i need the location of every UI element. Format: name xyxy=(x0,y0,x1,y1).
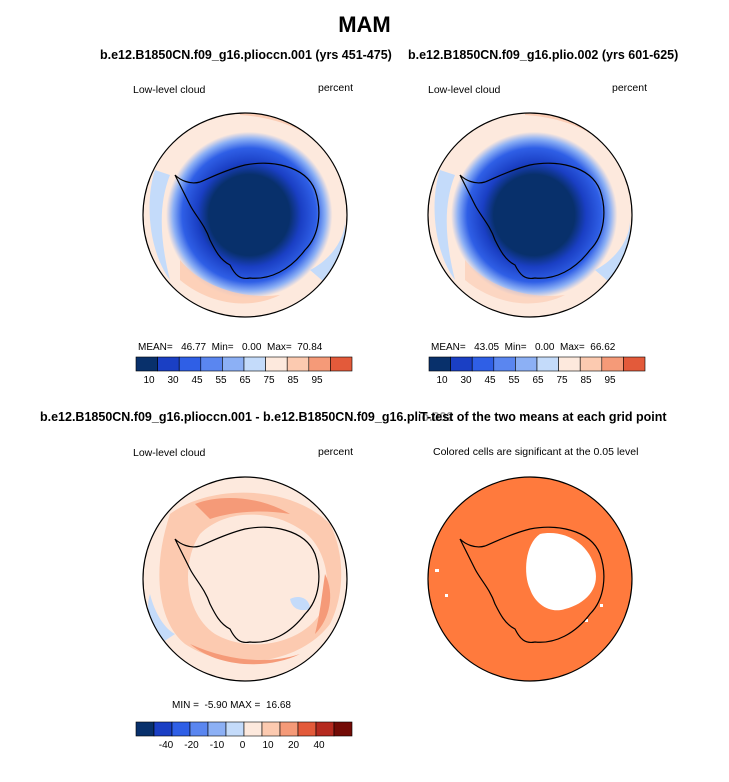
panel3-colorbar-tick-label: 40 xyxy=(313,740,325,751)
panel3-colorbar-tick-label: 20 xyxy=(287,740,300,751)
panel3-colorbar-box xyxy=(189,721,209,737)
panel2-colorbar-box xyxy=(601,356,624,372)
panel2-map xyxy=(427,112,633,318)
panel1-stats: MEAN= 46.77 Min= 0.00 Max= 70.84 xyxy=(138,342,323,353)
panel3-colorbar-box xyxy=(171,721,191,737)
panel2-colorbar-tick-label: 10 xyxy=(436,375,448,386)
panel2-colorbar-box xyxy=(450,356,473,372)
panel2-colorbar-box xyxy=(558,356,581,372)
panel1-colorbar-tick-label: 65 xyxy=(239,375,251,386)
panel4-nonsignificant-area xyxy=(526,533,596,611)
panel1-colorbar-tick-label: 55 xyxy=(215,375,227,386)
panel1-title: b.e12.B1850CN.f09_g16.plioccn.001 (yrs 4… xyxy=(100,48,392,62)
panel3-colorbar-tick-label: -10 xyxy=(209,740,225,751)
panel1-variable-label: Low-level cloud xyxy=(133,84,206,96)
panel3-colorbar-box xyxy=(135,721,155,737)
panel1-colorbar-box xyxy=(178,356,202,372)
panel2-colorbar-tick-label: 45 xyxy=(484,375,496,386)
panel3-colorbar xyxy=(135,721,353,737)
panel2-colorbar-box xyxy=(623,356,646,372)
panel2-colorbar-box xyxy=(579,356,603,372)
panel3-colorbar-box xyxy=(279,721,299,737)
figure-title: MAM xyxy=(338,12,391,37)
panel3-units-label: percent xyxy=(318,446,354,458)
panel1-colorbar xyxy=(135,356,353,372)
panel2-colorbar-tick-label: 75 xyxy=(556,375,568,386)
panel2-title: b.e12.B1850CN.f09_g16.plio.002 (yrs 601-… xyxy=(408,48,679,62)
panel3-colorbar-tick-label: 10 xyxy=(262,740,274,751)
panel3-colorbar-tick-label: -40 xyxy=(158,740,174,751)
panel4-coastline xyxy=(459,526,605,644)
panel3-stats: MIN = -5.90 MAX = 16.68 xyxy=(172,700,291,711)
panel2-colorbar-tick-label: 85 xyxy=(580,375,592,386)
panel3-colorbar-box xyxy=(333,721,353,737)
panel2-colorbar-box xyxy=(536,356,559,372)
panel1-colorbar-box xyxy=(157,356,180,372)
panel2-colorbar-box xyxy=(493,356,516,372)
panel1-colorbar-box xyxy=(330,356,353,372)
panel1-colorbar-box xyxy=(135,356,158,372)
panel1-colorbar-tick-label: 10 xyxy=(143,375,155,386)
panel3-colorbar-box xyxy=(225,721,245,737)
panel3-colorbar-box xyxy=(207,721,227,737)
panel3-colorbar-tick-label: -20 xyxy=(184,740,199,751)
panel1-colorbar-box xyxy=(308,356,331,372)
panel1-map xyxy=(142,112,348,318)
panel3-map xyxy=(142,476,348,682)
panel3-variable-label: Low-level cloud xyxy=(133,447,206,459)
panel2-units-label: percent xyxy=(612,82,648,94)
panel2-colorbar-box xyxy=(428,356,451,372)
panel1-colorbar-tick-label: 45 xyxy=(191,375,203,386)
panel1-colorbar-tick-label: 95 xyxy=(311,375,323,386)
panel2-colorbar xyxy=(428,356,646,372)
panel1-colorbar-box xyxy=(265,356,288,372)
panel2-colorbar-box xyxy=(515,356,538,372)
panel3-colorbar-box xyxy=(315,721,335,737)
panel4-subtitle: Colored cells are significant at the 0.0… xyxy=(433,446,639,458)
panel4-title: T-test of the two means at each grid poi… xyxy=(420,410,667,424)
panel1-coastline xyxy=(174,162,320,280)
panel1-colorbar-box xyxy=(222,356,245,372)
panel3-coastline xyxy=(174,526,320,644)
panel4-map xyxy=(427,476,633,682)
panel2-coastline xyxy=(459,162,605,280)
panel2-colorbar-tick-label: 95 xyxy=(604,375,616,386)
panel3-colorbar-box xyxy=(297,721,317,737)
panel1-colorbar-box xyxy=(200,356,223,372)
panel1-colorbar-tick-label: 85 xyxy=(287,375,299,386)
panel2-colorbar-tick-label: 65 xyxy=(532,375,544,386)
panel3-colorbar-tick-label: 0 xyxy=(239,740,246,751)
panel3-colorbar-box xyxy=(243,721,263,737)
panel2-variable-label: Low-level cloud xyxy=(428,84,501,96)
panel2-stats: MEAN= 43.05 Min= 0.00 Max= 66.62 xyxy=(431,342,616,353)
panel1-colorbar-box xyxy=(243,356,266,372)
panel3-title: b.e12.B1850CN.f09_g16.plioccn.001 - b.e1… xyxy=(40,410,454,424)
panel2-colorbar-tick-label: 30 xyxy=(460,375,472,386)
panel2-colorbar-tick-label: 55 xyxy=(508,375,520,386)
panel2-colorbar-box xyxy=(471,356,495,372)
panel3-colorbar-box xyxy=(261,721,281,737)
panel1-colorbar-tick-label: 30 xyxy=(167,375,179,386)
panel1-colorbar-box xyxy=(286,356,310,372)
panel1-units-label: percent xyxy=(318,82,354,94)
panel1-colorbar-tick-label: 75 xyxy=(263,375,275,386)
panel3-colorbar-box xyxy=(153,721,173,737)
